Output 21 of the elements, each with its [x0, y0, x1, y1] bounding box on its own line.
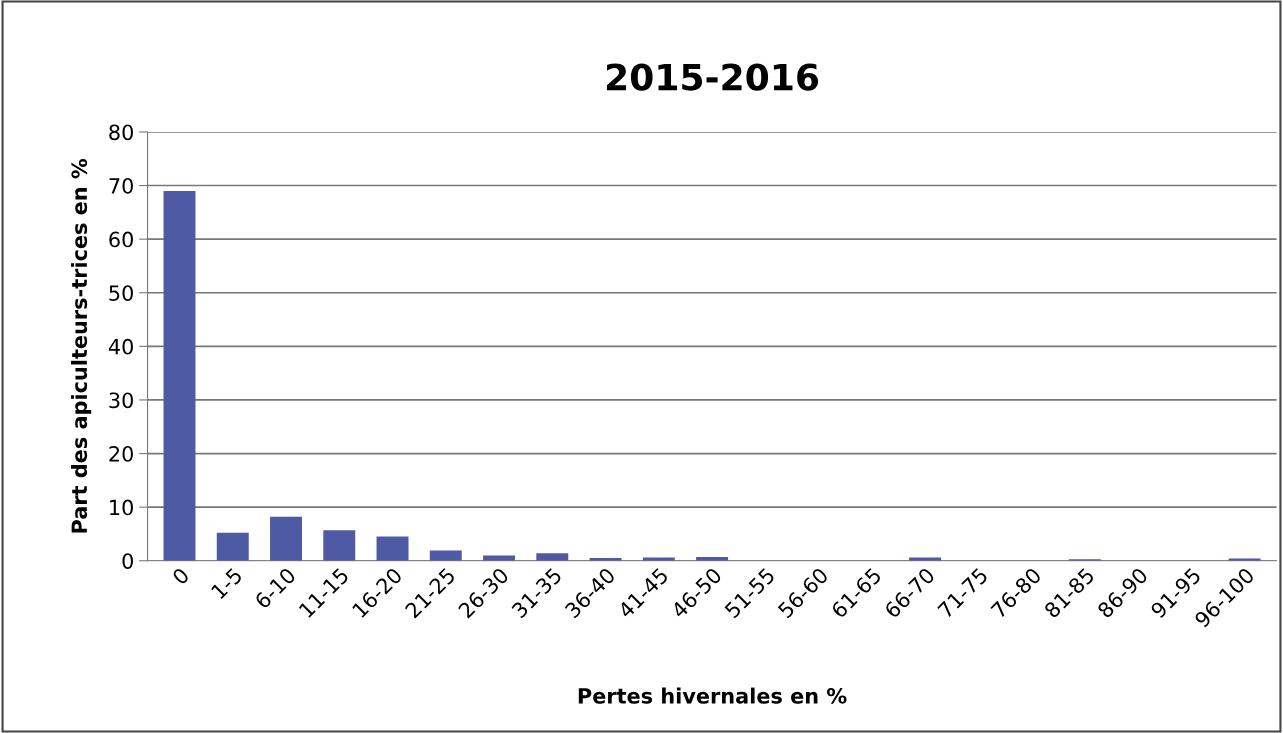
bar: [536, 553, 569, 561]
y-tick-label: 0: [122, 553, 133, 569]
y-axis-title: Part des apiculteurs-trices en %: [71, 158, 92, 533]
y-tick-label: 20: [109, 446, 133, 462]
bar: [483, 555, 516, 561]
bar: [163, 190, 196, 561]
x-tick-label: 0: [171, 566, 190, 586]
bar: [270, 516, 302, 561]
bar: [376, 536, 409, 561]
x-axis-title: Pertes hivernales en %: [578, 687, 847, 704]
bar: [216, 532, 249, 561]
chart-title: 2015-2016: [606, 63, 819, 91]
y-tick-label: 30: [109, 392, 133, 409]
y-tick-label: 50: [109, 285, 133, 301]
y-tick-label: 10: [110, 499, 133, 516]
x-tick-label: 1-5: [210, 567, 243, 600]
y-tick-label: 80: [109, 124, 133, 141]
y-tick-label: 70: [109, 177, 133, 194]
y-tick-label: 60: [109, 231, 133, 248]
y-tick-label: 40: [108, 338, 133, 355]
bar: [323, 530, 356, 561]
